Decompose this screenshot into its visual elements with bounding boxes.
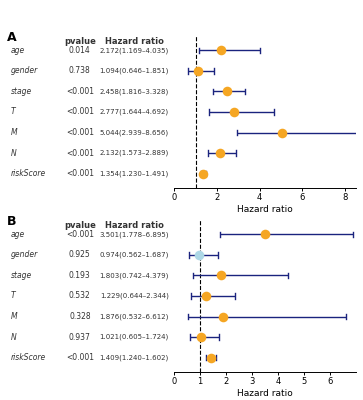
Text: Hazard ratio: Hazard ratio (105, 37, 164, 46)
Text: <0.001: <0.001 (66, 128, 94, 137)
Point (262, 231, 268, 238)
Point (218, 272, 224, 279)
Point (208, 354, 214, 361)
Text: age: age (11, 230, 25, 239)
X-axis label: Hazard ratio: Hazard ratio (237, 205, 293, 214)
Text: M: M (11, 128, 17, 137)
Text: stage: stage (11, 271, 32, 280)
Point (217, 150, 223, 156)
Text: M: M (11, 312, 17, 321)
Text: T: T (11, 292, 16, 300)
Text: gender: gender (11, 250, 38, 260)
Text: riskScore: riskScore (11, 353, 46, 362)
Point (279, 129, 285, 136)
Text: 0.925: 0.925 (69, 250, 91, 260)
Point (198, 334, 204, 340)
Text: N: N (11, 148, 17, 158)
Text: 0.532: 0.532 (69, 292, 91, 300)
Text: 1.229(0.644–2.344): 1.229(0.644–2.344) (100, 293, 169, 299)
Text: <0.001: <0.001 (66, 148, 94, 158)
Text: riskScore: riskScore (11, 169, 46, 178)
Text: 1.094(0.646–1.851): 1.094(0.646–1.851) (99, 68, 169, 74)
Text: 0.193: 0.193 (69, 271, 91, 280)
Text: <0.001: <0.001 (66, 353, 94, 362)
Text: <0.001: <0.001 (66, 87, 94, 96)
Point (203, 293, 209, 299)
Point (224, 88, 230, 95)
Text: 1.876(0.532–6.612): 1.876(0.532–6.612) (99, 313, 169, 320)
Text: <0.001: <0.001 (66, 169, 94, 178)
Text: 0.974(0.562–1.687): 0.974(0.562–1.687) (99, 252, 169, 258)
Text: gender: gender (11, 66, 38, 76)
Text: 0.738: 0.738 (69, 66, 91, 76)
Text: A: A (7, 30, 17, 44)
Text: 0.014: 0.014 (69, 46, 91, 55)
Text: 0.328: 0.328 (69, 312, 91, 321)
Text: 2.777(1.644–4.692): 2.777(1.644–4.692) (100, 109, 169, 115)
Text: pvalue: pvalue (64, 37, 96, 46)
Text: B: B (7, 214, 17, 228)
Text: 0.937: 0.937 (69, 332, 91, 342)
Text: 1.803(0.742–4.379): 1.803(0.742–4.379) (99, 272, 169, 279)
Text: 1.021(0.605–1.724): 1.021(0.605–1.724) (100, 334, 169, 340)
Text: 2.172(1.169–4.035): 2.172(1.169–4.035) (100, 47, 169, 54)
Point (197, 252, 203, 258)
Text: 1.354(1.230–1.491): 1.354(1.230–1.491) (100, 170, 169, 177)
Text: T: T (11, 108, 16, 116)
Point (220, 313, 226, 320)
X-axis label: Hazard ratio: Hazard ratio (237, 389, 293, 398)
Point (218, 47, 224, 54)
Text: 2.458(1.816–3.328): 2.458(1.816–3.328) (100, 88, 169, 95)
Text: 2.132(1.573–2.889): 2.132(1.573–2.889) (100, 150, 169, 156)
Text: 3.501(1.778–6.895): 3.501(1.778–6.895) (99, 231, 169, 238)
Text: <0.001: <0.001 (66, 230, 94, 239)
Text: 1.409(1.240–1.602): 1.409(1.240–1.602) (100, 354, 169, 361)
Point (200, 170, 206, 177)
Text: pvalue: pvalue (64, 221, 96, 230)
Point (195, 68, 200, 74)
Text: <0.001: <0.001 (66, 108, 94, 116)
Text: N: N (11, 332, 17, 342)
Point (231, 109, 236, 115)
Text: Hazard ratio: Hazard ratio (105, 221, 164, 230)
Text: 5.044(2.939–8.656): 5.044(2.939–8.656) (100, 129, 169, 136)
Text: age: age (11, 46, 25, 55)
Text: stage: stage (11, 87, 32, 96)
